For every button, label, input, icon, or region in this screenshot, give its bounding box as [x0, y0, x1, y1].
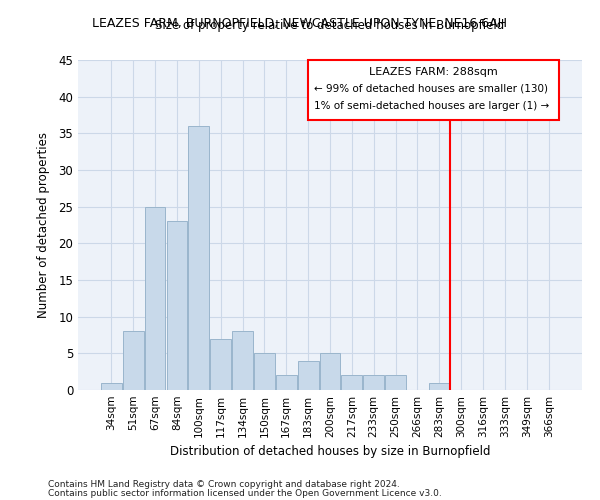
- FancyBboxPatch shape: [308, 60, 559, 120]
- Text: LEAZES FARM, BURNOPFIELD, NEWCASTLE UPON TYNE, NE16 6AH: LEAZES FARM, BURNOPFIELD, NEWCASTLE UPON…: [92, 18, 508, 30]
- Title: Size of property relative to detached houses in Burnopfield: Size of property relative to detached ho…: [155, 20, 505, 32]
- Text: 1% of semi-detached houses are larger (1) →: 1% of semi-detached houses are larger (1…: [314, 101, 549, 111]
- Bar: [145, 206, 166, 390]
- Bar: [364, 376, 384, 390]
- Bar: [385, 376, 406, 390]
- Text: LEAZES FARM: 288sqm: LEAZES FARM: 288sqm: [369, 68, 498, 78]
- Y-axis label: Number of detached properties: Number of detached properties: [37, 132, 50, 318]
- Text: Contains HM Land Registry data © Crown copyright and database right 2024.: Contains HM Land Registry data © Crown c…: [48, 480, 400, 489]
- Bar: [101, 382, 122, 390]
- Bar: [298, 360, 319, 390]
- X-axis label: Distribution of detached houses by size in Burnopfield: Distribution of detached houses by size …: [170, 446, 490, 458]
- Bar: [320, 354, 340, 390]
- Bar: [276, 376, 296, 390]
- Text: Contains public sector information licensed under the Open Government Licence v3: Contains public sector information licen…: [48, 488, 442, 498]
- Bar: [210, 338, 231, 390]
- Bar: [429, 382, 450, 390]
- Bar: [232, 332, 253, 390]
- Bar: [254, 354, 275, 390]
- Bar: [123, 332, 143, 390]
- Bar: [341, 376, 362, 390]
- Bar: [188, 126, 209, 390]
- Text: ← 99% of detached houses are smaller (130): ← 99% of detached houses are smaller (13…: [314, 84, 548, 94]
- Bar: [167, 222, 187, 390]
